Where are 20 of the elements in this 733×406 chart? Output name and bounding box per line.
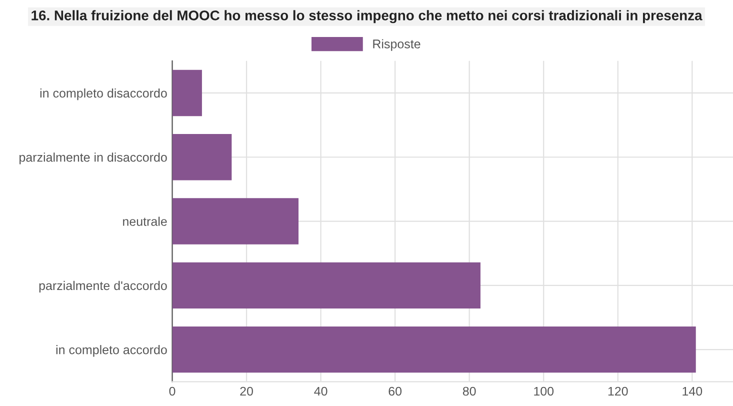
bar	[172, 262, 480, 309]
y-tick-label: in completo accordo	[56, 345, 167, 357]
x-tick-label: 120	[608, 386, 628, 396]
bar	[172, 134, 232, 180]
bar	[172, 326, 696, 373]
x-tick-label: 100	[534, 386, 554, 396]
legend-label: Risposte	[373, 39, 420, 51]
x-tick-label: 60	[388, 386, 402, 396]
x-tick-label: 140	[682, 386, 702, 396]
bar	[172, 198, 299, 244]
y-tick-label: in completo disaccordo	[40, 88, 167, 100]
x-tick-label: 20	[240, 386, 253, 396]
bar	[172, 70, 202, 116]
x-tick-label: 0	[169, 386, 176, 396]
x-tick-label: 40	[314, 386, 328, 396]
chart-title: 16. Nella fruizione del MOOC ho messo lo stesso impegno che metto nei corsi tradizionali in presenza	[32, 10, 702, 24]
y-tick-label: neutrale	[123, 216, 167, 226]
y-tick-label: parzialmente d'accordo	[39, 280, 167, 293]
x-tick-label: 80	[462, 386, 476, 396]
y-tick-label: parzialmente in disaccordo	[20, 152, 167, 164]
